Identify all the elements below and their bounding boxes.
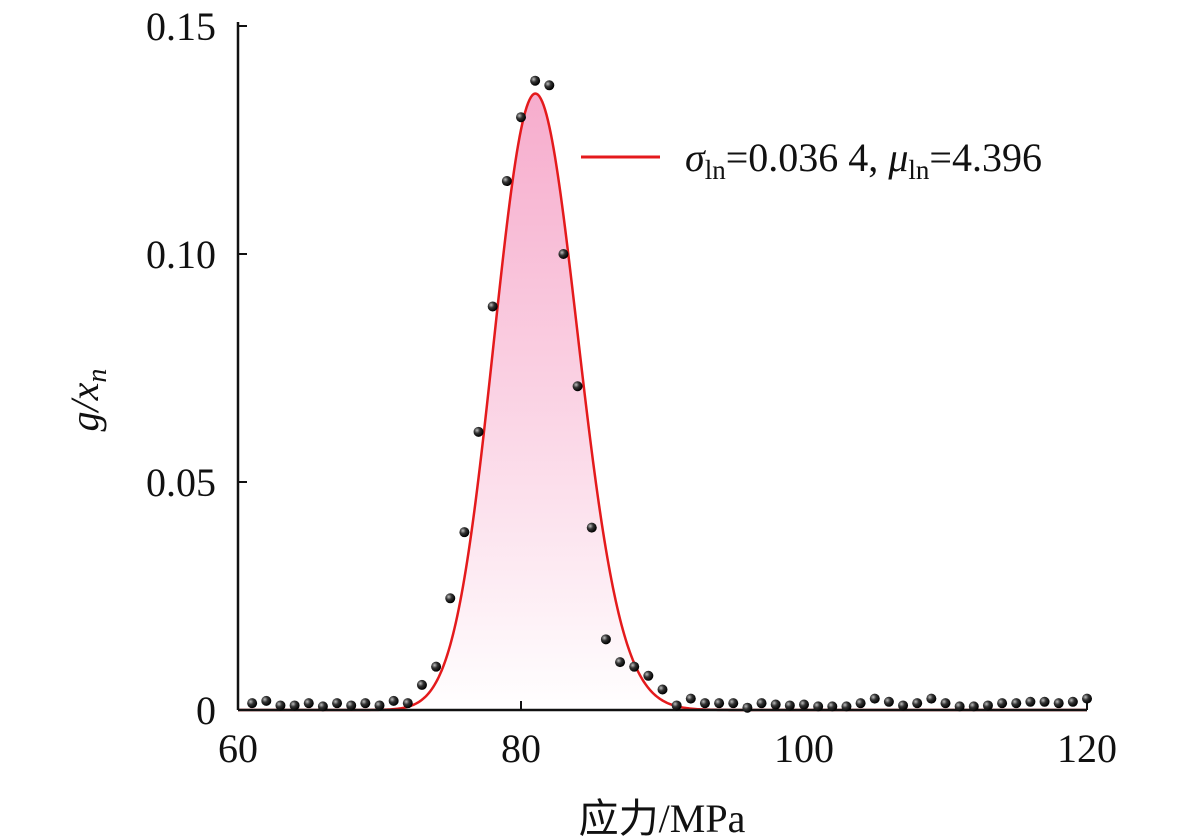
data-point [784, 700, 795, 711]
data-point [855, 698, 866, 709]
x-tick-label: 100 [774, 726, 834, 771]
data-point [615, 657, 626, 668]
data-point [346, 700, 357, 711]
x-tick-label: 60 [218, 726, 258, 771]
data-point [813, 701, 824, 712]
x-axis-label: 应力/MPa [579, 796, 746, 840]
data-point [1011, 698, 1022, 709]
data-point [657, 684, 668, 695]
data-point [671, 700, 682, 711]
data-point [459, 527, 470, 538]
data-point [912, 698, 923, 709]
legend-sigma-value: =0.036 4, [726, 135, 889, 180]
data-point [544, 80, 555, 91]
data-point [883, 696, 894, 707]
data-point [940, 698, 951, 709]
data-point [954, 701, 965, 712]
x-tick-label: 120 [1057, 726, 1117, 771]
data-point [360, 698, 371, 709]
data-point [643, 670, 654, 681]
data-point [303, 698, 314, 709]
data-point [516, 112, 526, 123]
legend: σln=0.036 4, μln=4.396 [581, 135, 1042, 185]
data-point [402, 698, 413, 709]
data-point [1082, 693, 1092, 704]
data-point [926, 693, 937, 704]
data-point [586, 522, 597, 533]
legend-mu-sub: ln [908, 155, 930, 185]
data-point [501, 176, 512, 187]
fit-curve [238, 92, 1087, 712]
data-point [261, 695, 272, 706]
data-point [289, 700, 300, 711]
data-point [898, 700, 909, 711]
data-point [756, 698, 767, 709]
data-point [317, 701, 328, 712]
x-tick-label: 80 [501, 726, 541, 771]
data-point [275, 700, 286, 711]
data-point [445, 593, 456, 604]
data-point [473, 426, 484, 437]
y-tick-label: 0.15 [146, 4, 216, 49]
data-point [728, 698, 739, 709]
data-point [374, 700, 385, 711]
scatter-points [247, 75, 1092, 713]
data-point [416, 679, 427, 690]
data-point [714, 698, 725, 709]
data-point [1025, 696, 1036, 707]
data-point [572, 381, 583, 392]
data-point [968, 701, 979, 712]
data-point [742, 702, 753, 713]
legend-mu: μ [887, 135, 908, 180]
data-point [600, 634, 611, 645]
data-point [869, 693, 880, 704]
data-point [558, 249, 569, 259]
data-point [332, 698, 343, 709]
y-axis-label: g/xn [62, 369, 113, 432]
fit-layer [238, 92, 1087, 712]
axes-layer: 60 80 100 120 0 0.05 0.10 0.15 [146, 4, 1117, 771]
legend-mu-value: =4.396 [929, 135, 1042, 180]
data-point [431, 661, 442, 672]
legend-text: σln=0.036 4, μln=4.396 [685, 135, 1042, 185]
y-tick-label: 0.10 [146, 232, 216, 277]
data-point [770, 699, 781, 710]
y-tick-label: 0.05 [146, 460, 216, 505]
y-axis-label-main: g/x [62, 382, 107, 431]
data-point [1039, 696, 1050, 707]
data-point [487, 301, 498, 312]
data-point [247, 698, 258, 709]
data-point [629, 661, 640, 672]
data-point [997, 698, 1008, 709]
data-point [1067, 696, 1078, 707]
data-point [685, 693, 696, 704]
y-axis-label-sub: n [82, 369, 113, 383]
legend-sigma-sub: ln [705, 155, 727, 185]
data-point [827, 701, 838, 712]
data-point [388, 695, 399, 706]
data-point [530, 75, 541, 86]
data-point [799, 699, 809, 710]
data-point [982, 700, 993, 711]
data-point [1053, 698, 1064, 709]
data-point [841, 701, 852, 712]
legend-sigma: σ [685, 135, 706, 180]
data-point [699, 698, 710, 709]
fit-area [238, 93, 1087, 710]
y-tick-label: 0 [196, 688, 216, 733]
